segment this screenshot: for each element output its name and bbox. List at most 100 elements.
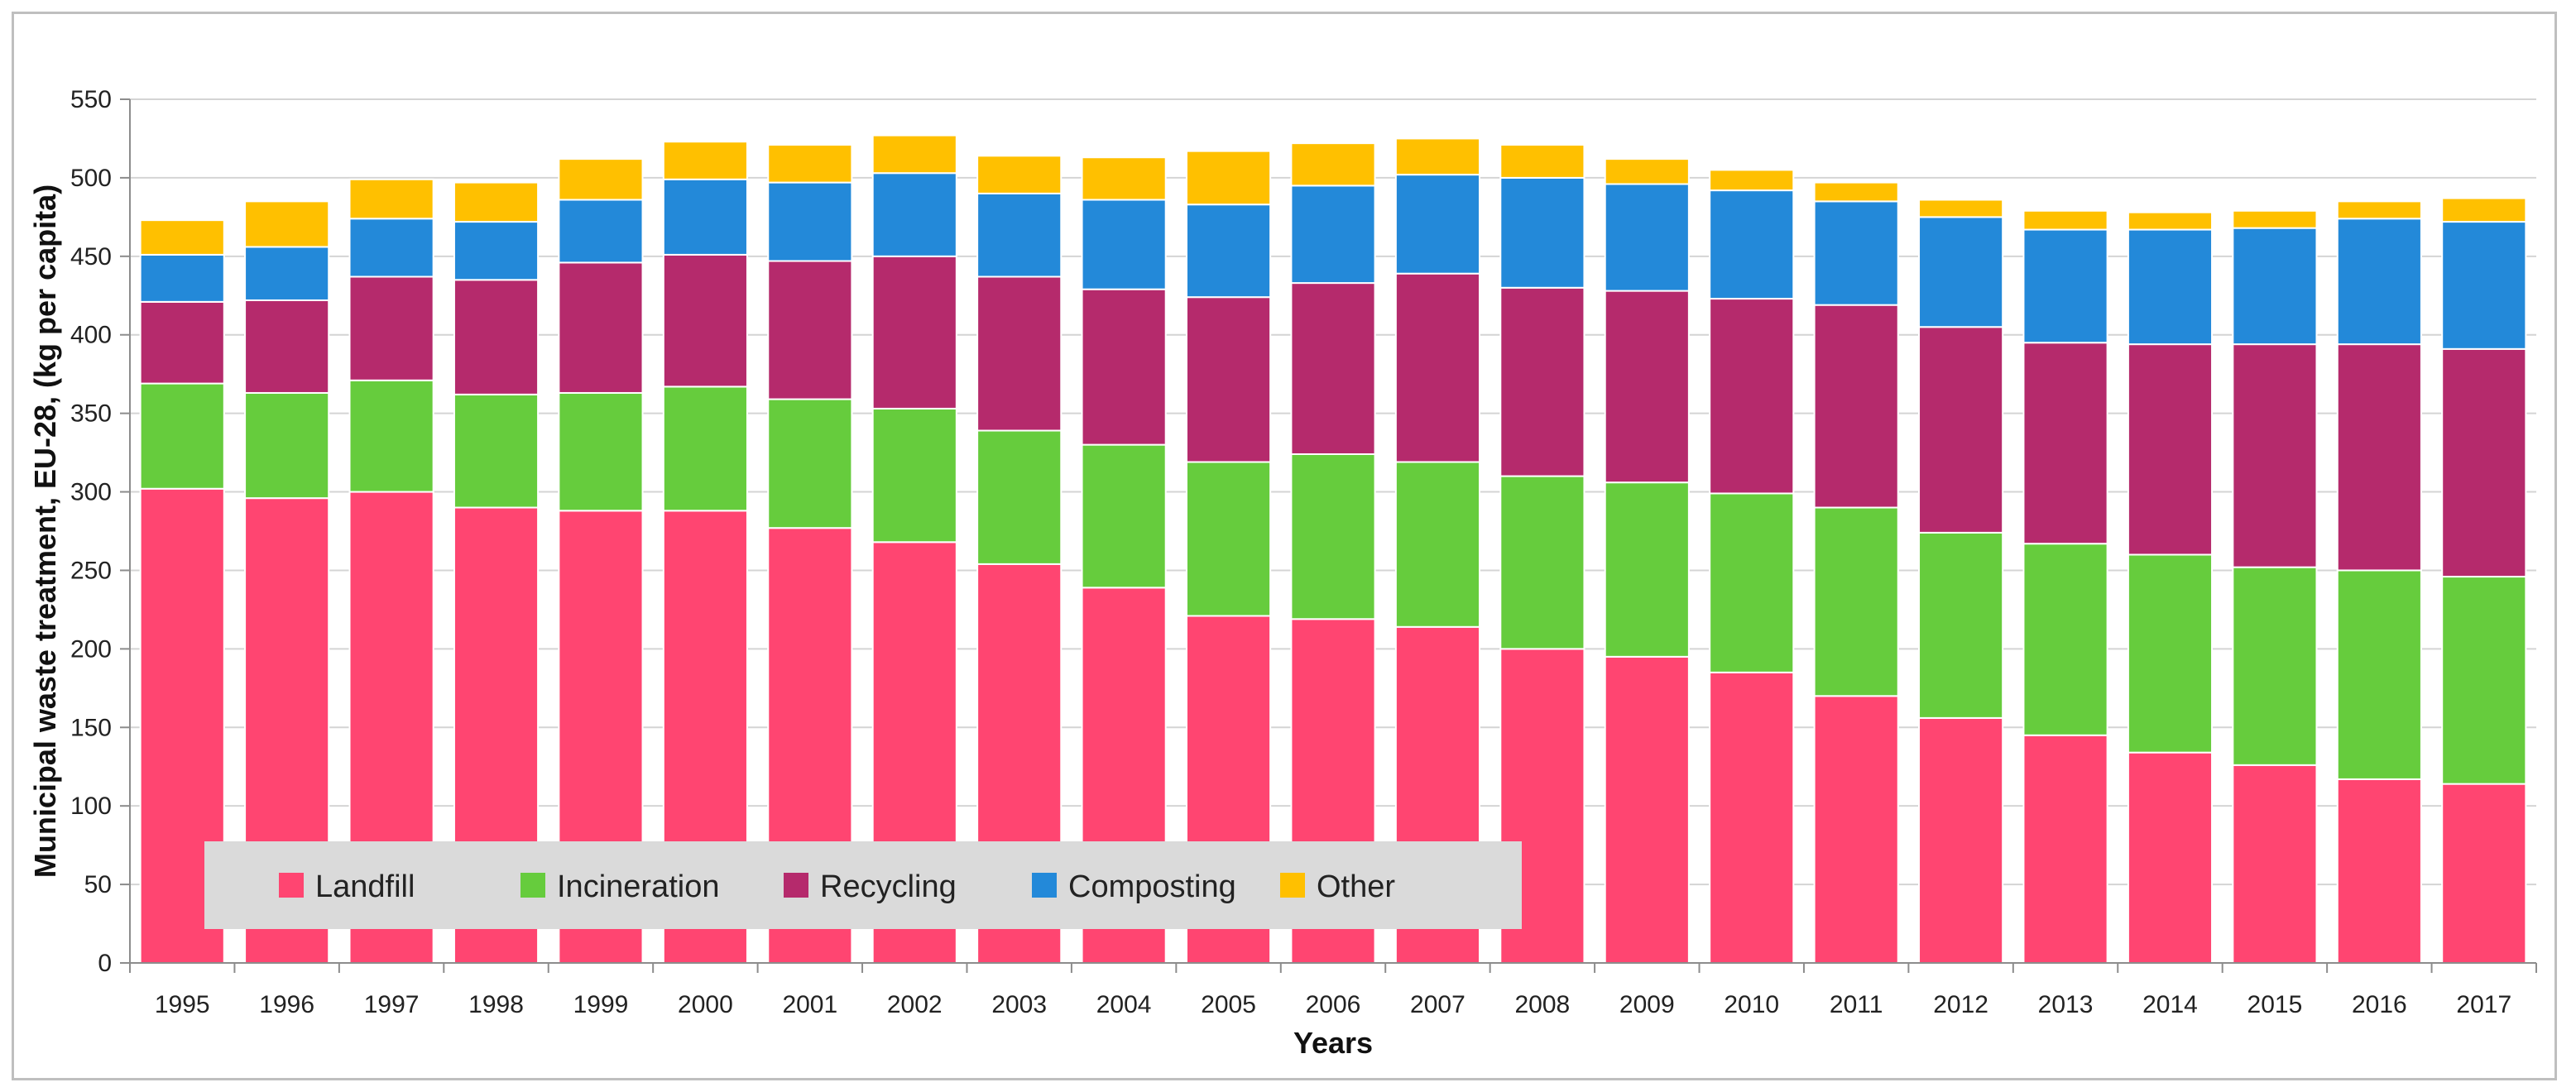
y-tick-label: 50 (84, 871, 112, 898)
bar-segment-recycling-2000 (662, 253, 748, 388)
bar-segment-recycling-2007 (1394, 272, 1481, 463)
bar-segment-other-2012 (1918, 199, 2004, 218)
y-tick-label: 300 (70, 479, 112, 506)
bar-segment-other-2016 (2336, 200, 2422, 220)
bar-segment-recycling-2014 (2127, 343, 2214, 556)
bar-segment-incineration-2007 (1394, 461, 1481, 628)
x-tick-label: 2008 (1514, 991, 1570, 1018)
chart-frame: 0 50 100 150 200 250 300 350 400 450 500 550 1995 199… (12, 12, 2557, 1080)
x-tick-label: 2004 (1096, 991, 1152, 1018)
bar-segment-landfill-2014 (2127, 751, 2214, 964)
bar-segment-other-2011 (1813, 181, 1899, 203)
x-tick-label: 1996 (259, 991, 314, 1018)
bar-segment-composting-2010 (1709, 189, 1795, 300)
bar-segment-composting-2006 (1290, 184, 1376, 285)
x-tick-label: 2002 (887, 991, 943, 1018)
bar-segment-recycling-1999 (558, 261, 644, 394)
x-tick-label: 2010 (1724, 991, 1779, 1018)
bar-segment-recycling-2008 (1499, 286, 1585, 477)
bar-segment-other-2003 (976, 155, 1063, 194)
bar-segment-recycling-1997 (348, 275, 434, 381)
bar-segment-incineration-1997 (348, 379, 434, 493)
y-tick-label: 350 (70, 400, 112, 428)
bar-segment-recycling-2015 (2232, 343, 2318, 568)
x-tick-label: 2012 (1933, 991, 1988, 1018)
bar-segment-other-1998 (453, 181, 540, 223)
bar-segment-other-2008 (1499, 144, 1585, 179)
x-tick-label: 2014 (2142, 991, 2198, 1018)
legend-swatch-composting (1032, 873, 1057, 898)
y-tick-label: 450 (70, 243, 112, 271)
y-tick-label: 250 (70, 557, 112, 584)
bar-segment-incineration-2006 (1290, 453, 1376, 620)
legend-label-composting: Composting (1068, 869, 1236, 904)
bar-segment-other-1995 (139, 219, 225, 256)
bar-segment-recycling-1996 (244, 299, 330, 394)
bar-segment-recycling-2012 (1918, 326, 2004, 534)
bar-segment-composting-1997 (348, 218, 434, 278)
bar-segment-composting-1996 (244, 246, 330, 301)
bar-segment-other-2004 (1081, 156, 1167, 201)
x-tick-label: 2007 (1410, 991, 1465, 1018)
bar-segment-landfill-2015 (2232, 764, 2318, 965)
bar-segment-incineration-2003 (976, 429, 1063, 565)
bar-segment-recycling-2017 (2441, 347, 2527, 578)
x-tick-label: 2001 (782, 991, 837, 1018)
bar-segment-other-2013 (2022, 209, 2108, 231)
bar-segment-recycling-2013 (2022, 342, 2108, 545)
bar-segment-other-1999 (558, 158, 644, 201)
bar-segment-composting-2015 (2232, 227, 2318, 346)
bar-segment-composting-2001 (767, 181, 853, 262)
bar-segment-other-1996 (244, 200, 330, 248)
bar-segment-incineration-2012 (1918, 531, 2004, 719)
bar-segment-incineration-1995 (139, 382, 225, 490)
x-tick-label: 2003 (991, 991, 1047, 1018)
y-axis-title: Municipal waste treatment, EU-28, (kg pe… (28, 184, 62, 878)
bar-segment-incineration-2009 (1604, 481, 1690, 658)
bar-segment-other-2000 (662, 141, 748, 180)
x-tick-label: 2015 (2247, 991, 2303, 1018)
bars (139, 134, 2527, 965)
bar-segment-incineration-2017 (2441, 576, 2527, 785)
bar-segment-incineration-2015 (2232, 566, 2318, 766)
legend: Landfill Incineration Recycling Composting O… (204, 841, 1522, 929)
x-tick-label: 2017 (2456, 991, 2511, 1018)
bar-segment-recycling-2006 (1290, 282, 1376, 455)
bar-segment-composting-2009 (1604, 183, 1690, 292)
bar-segment-incineration-2013 (2022, 543, 2108, 736)
bar-segment-recycling-2011 (1813, 304, 1899, 509)
x-tick-label: 2005 (1201, 991, 1256, 1018)
bar-segment-incineration-2011 (1813, 506, 1899, 697)
bar-segment-composting-2003 (976, 192, 1063, 278)
y-tick-label: 400 (70, 322, 112, 349)
bar-segment-incineration-2014 (2127, 553, 2214, 754)
bar-segment-recycling-2009 (1604, 290, 1690, 484)
bar-segment-other-2005 (1185, 150, 1272, 206)
legend-label-landfill: Landfill (315, 869, 415, 904)
bar-segment-composting-2016 (2336, 218, 2422, 346)
bar-segment-other-2017 (2441, 197, 2527, 223)
bar-segment-recycling-2004 (1081, 288, 1167, 446)
legend-label-other: Other (1317, 869, 1395, 904)
legend-swatch-landfill (279, 873, 304, 898)
x-tick-label: 2013 (2038, 991, 2094, 1018)
bar-segment-incineration-2016 (2336, 569, 2422, 780)
y-tick-label: 100 (70, 793, 112, 820)
bar-segment-composting-2008 (1499, 176, 1585, 289)
x-tick-label: 2000 (678, 991, 733, 1018)
bar-segment-composting-2004 (1081, 199, 1167, 290)
x-tick-label: 1999 (573, 991, 629, 1018)
x-tick-label: 2009 (1619, 991, 1675, 1018)
legend-swatch-other (1280, 873, 1305, 898)
bar-segment-composting-1999 (558, 199, 644, 264)
bar-segment-recycling-2005 (1185, 296, 1272, 463)
bar-segment-composting-2017 (2441, 221, 2527, 350)
bar-segment-other-1997 (348, 178, 434, 220)
bar-segment-incineration-2000 (662, 386, 748, 512)
bar-segment-incineration-1999 (558, 391, 644, 512)
x-tick-label: 1995 (155, 991, 210, 1018)
bar-segment-composting-2011 (1813, 200, 1899, 306)
bar-segment-landfill-2012 (1918, 716, 2004, 964)
bar-segment-incineration-2004 (1081, 443, 1167, 589)
bar-segment-composting-1998 (453, 221, 540, 281)
